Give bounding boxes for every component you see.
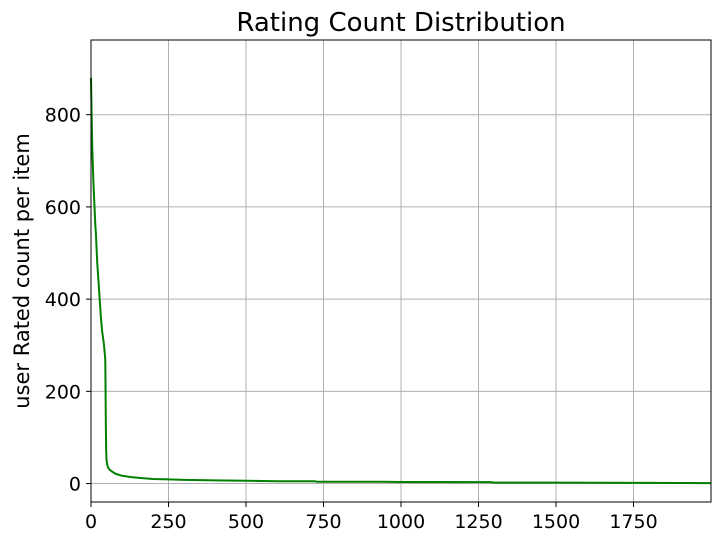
x-tick-label: 1500	[532, 511, 580, 533]
x-tick-label: 750	[305, 511, 341, 533]
x-tick-label: 1750	[609, 511, 657, 533]
y-axis-label: user Rated count per item	[10, 133, 34, 409]
x-tick-label: 250	[150, 511, 186, 533]
x-tick-label: 1000	[377, 511, 425, 533]
series-layer	[90, 77, 712, 485]
grid	[90, 40, 711, 502]
y-tick-label: 0	[69, 474, 81, 496]
x-tick-label: 1250	[454, 511, 502, 533]
x-tick-label: 500	[228, 511, 264, 533]
y-tick-label: 400	[45, 289, 81, 311]
chart-title: Rating Count Distribution	[236, 8, 565, 38]
series-line	[90, 77, 712, 485]
y-tick-label: 600	[45, 197, 81, 219]
x-tick-label: 0	[85, 511, 97, 533]
y-tick-label: 800	[45, 105, 81, 127]
y-tick-label: 200	[45, 381, 81, 403]
y-axis: 0 200 400 600 800	[45, 105, 91, 496]
x-axis: 0 250 500 750 1000 1250 1500 1750	[85, 502, 658, 533]
